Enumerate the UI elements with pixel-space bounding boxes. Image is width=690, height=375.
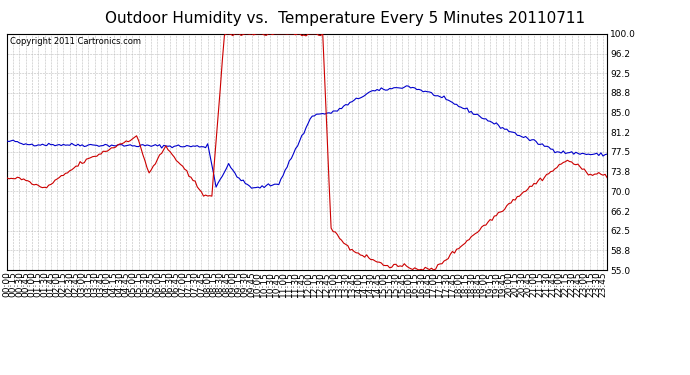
- Text: Outdoor Humidity vs.  Temperature Every 5 Minutes 20110711: Outdoor Humidity vs. Temperature Every 5…: [105, 11, 585, 26]
- Text: Copyright 2011 Cartronics.com: Copyright 2011 Cartronics.com: [10, 37, 141, 46]
